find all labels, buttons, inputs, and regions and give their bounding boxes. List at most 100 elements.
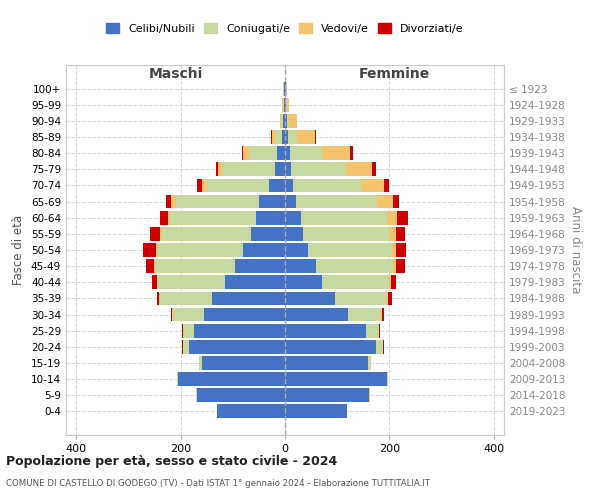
Bar <box>283 114 285 128</box>
Bar <box>382 308 384 322</box>
Bar <box>283 130 285 144</box>
Bar <box>285 324 366 338</box>
Bar <box>361 178 384 192</box>
Bar <box>291 162 346 176</box>
Bar <box>172 194 176 208</box>
Bar <box>284 98 285 112</box>
Bar <box>303 227 389 240</box>
Bar <box>223 162 275 176</box>
Bar <box>275 130 283 144</box>
Bar <box>285 194 296 208</box>
Bar <box>281 114 283 128</box>
Bar <box>212 292 285 306</box>
Bar <box>322 146 350 160</box>
Bar <box>259 194 285 208</box>
Bar <box>391 276 396 289</box>
Bar <box>167 211 170 224</box>
Bar <box>155 243 157 257</box>
Bar <box>285 260 316 273</box>
Bar <box>160 211 167 224</box>
Bar <box>157 243 243 257</box>
Bar <box>287 130 297 144</box>
Bar <box>287 98 289 112</box>
Bar <box>396 260 406 273</box>
Bar <box>170 211 256 224</box>
Bar <box>397 211 407 224</box>
Bar <box>243 243 285 257</box>
Bar <box>346 162 372 176</box>
Bar <box>285 178 293 192</box>
Bar <box>290 146 322 160</box>
Bar <box>194 324 285 338</box>
Bar <box>285 162 291 176</box>
Bar <box>388 292 392 306</box>
Bar <box>316 260 394 273</box>
Bar <box>285 356 368 370</box>
Bar <box>202 178 207 192</box>
Bar <box>199 356 202 370</box>
Bar <box>350 146 353 160</box>
Bar <box>197 178 202 192</box>
Y-axis label: Anni di nascita: Anni di nascita <box>569 206 582 294</box>
Bar <box>285 146 290 160</box>
Bar <box>335 292 386 306</box>
Bar <box>197 388 285 402</box>
Bar <box>379 324 380 338</box>
Text: Maschi: Maschi <box>148 66 203 80</box>
Bar <box>150 227 160 240</box>
Bar <box>287 114 289 128</box>
Bar <box>157 276 225 289</box>
Bar <box>285 372 386 386</box>
Bar <box>289 114 297 128</box>
Bar <box>217 404 285 418</box>
Bar <box>202 356 285 370</box>
Bar <box>393 194 399 208</box>
Bar <box>277 146 285 160</box>
Bar <box>154 260 155 273</box>
Bar <box>146 260 154 273</box>
Bar <box>283 98 284 112</box>
Bar <box>366 324 379 338</box>
Bar <box>395 227 405 240</box>
Bar <box>322 276 389 289</box>
Bar <box>256 211 285 224</box>
Bar <box>176 194 259 208</box>
Bar <box>218 162 223 176</box>
Bar <box>163 227 251 240</box>
Bar <box>394 260 396 273</box>
Bar <box>157 292 160 306</box>
Text: Femmine: Femmine <box>359 66 430 80</box>
Y-axis label: Fasce di età: Fasce di età <box>13 215 25 285</box>
Bar <box>347 308 382 322</box>
Bar <box>368 356 371 370</box>
Bar <box>389 227 395 240</box>
Bar <box>207 178 269 192</box>
Bar <box>392 243 396 257</box>
Bar <box>182 324 183 338</box>
Bar <box>285 404 347 418</box>
Bar <box>143 243 155 257</box>
Bar <box>285 98 286 112</box>
Bar <box>160 227 163 240</box>
Bar <box>176 372 178 386</box>
Bar <box>301 211 386 224</box>
Bar <box>396 243 406 257</box>
Bar <box>160 292 212 306</box>
Bar <box>275 162 285 176</box>
Bar <box>152 276 157 289</box>
Bar <box>285 243 308 257</box>
Bar <box>251 227 285 240</box>
Bar <box>248 146 277 160</box>
Bar <box>272 130 275 144</box>
Bar <box>285 227 303 240</box>
Bar <box>215 162 218 176</box>
Bar <box>285 388 370 402</box>
Bar <box>376 340 383 353</box>
Text: Popolazione per età, sesso e stato civile - 2024: Popolazione per età, sesso e stato civil… <box>6 454 337 468</box>
Bar <box>235 260 285 273</box>
Bar <box>285 130 287 144</box>
Bar <box>386 292 388 306</box>
Bar <box>293 178 361 192</box>
Bar <box>386 372 388 386</box>
Bar <box>285 82 286 96</box>
